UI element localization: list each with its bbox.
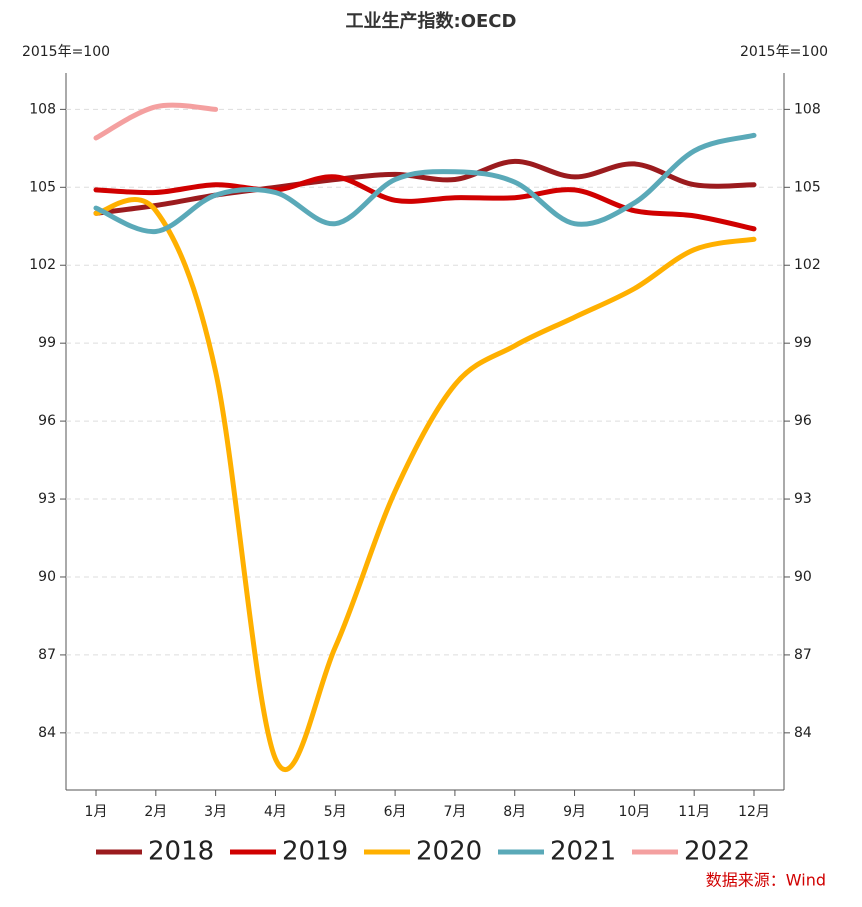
x-tick-label: 4月 [264, 804, 287, 820]
line-series [93, 132, 757, 234]
legend-label: 2022 [684, 837, 750, 867]
y-tick-label: 99 [38, 335, 56, 351]
legend-label: 2019 [282, 837, 348, 867]
y2-tick-label: 102 [794, 257, 821, 273]
y2-tick-label: 90 [794, 569, 812, 585]
y2-tick-label: 105 [794, 179, 821, 195]
y2-tick-label: 84 [794, 725, 812, 741]
x-tick-label: 6月 [384, 804, 407, 820]
x-tick-label: 10月 [618, 804, 650, 820]
y2-tick-label: 93 [794, 491, 812, 507]
y2-tick-label: 87 [794, 647, 812, 663]
source-note: 数据来源：Wind [706, 871, 826, 890]
y-axis-label: 2015年=100 [22, 44, 110, 60]
x-tick-label: 5月 [324, 804, 347, 820]
y-tick-label: 87 [38, 647, 56, 663]
y-tick-label: 105 [29, 179, 56, 195]
x-tick-label: 1月 [85, 804, 108, 820]
legend-label: 2020 [416, 837, 482, 867]
y-tick-label: 93 [38, 491, 56, 507]
line-series [93, 197, 757, 772]
y-tick-label: 90 [38, 569, 56, 585]
y2-tick-label: 99 [794, 335, 812, 351]
y-tick-label: 84 [38, 725, 56, 741]
legend-label: 2018 [148, 837, 214, 867]
y2-tick-label: 108 [794, 101, 821, 117]
chart-title: 工业生产指数:OECD [346, 10, 517, 32]
legend-label: 2021 [550, 837, 616, 867]
y-tick-label: 108 [29, 101, 56, 117]
y2-axis-label: 2015年=100 [740, 44, 828, 60]
y-tick-label: 102 [29, 257, 56, 273]
x-tick-label: 11月 [678, 804, 710, 820]
x-tick-label: 7月 [443, 804, 466, 820]
x-tick-label: 3月 [204, 804, 227, 820]
x-tick-label: 2月 [144, 804, 167, 820]
y-tick-label: 96 [38, 413, 56, 429]
x-tick-label: 12月 [738, 804, 770, 820]
x-tick-label: 8月 [503, 804, 526, 820]
line-series [93, 174, 757, 232]
line-series [93, 102, 219, 141]
y2-tick-label: 96 [794, 413, 812, 429]
x-tick-label: 9月 [563, 804, 586, 820]
